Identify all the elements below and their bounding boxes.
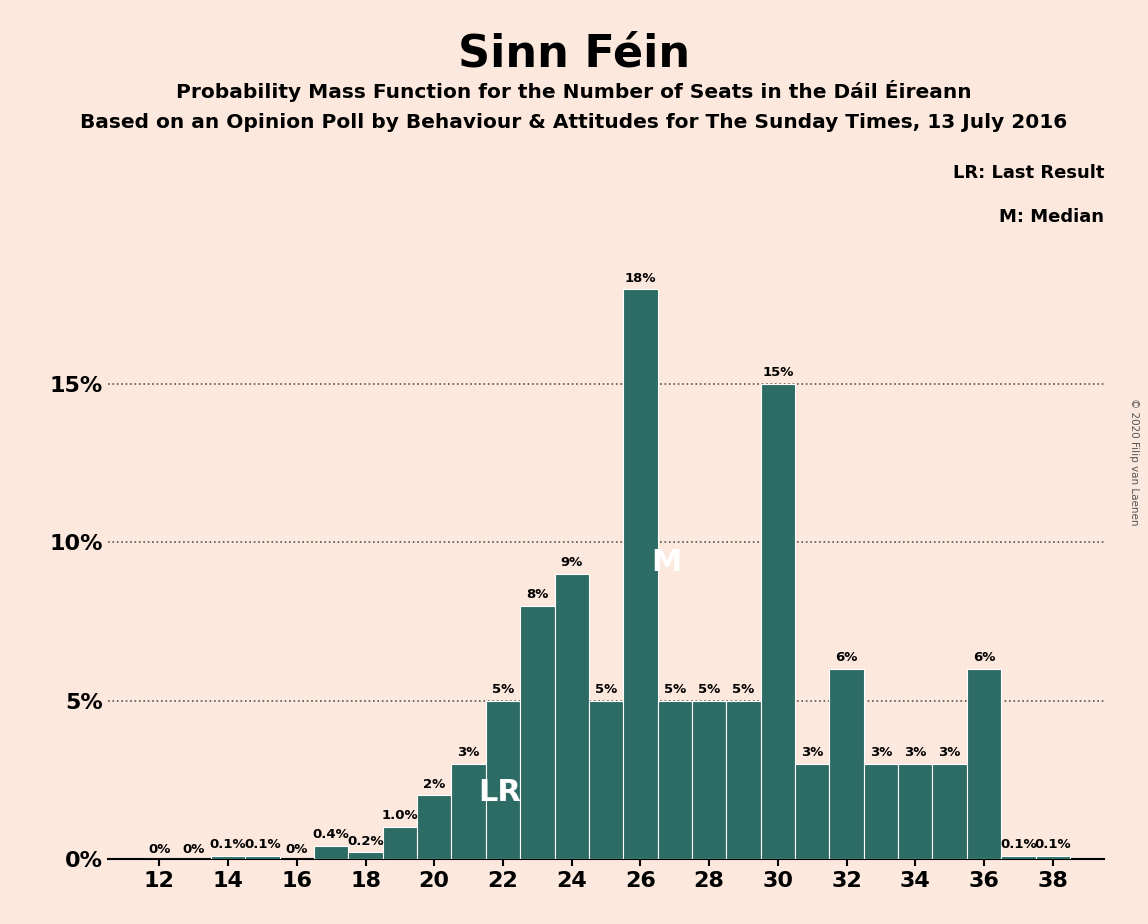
Text: 5%: 5% xyxy=(491,683,514,696)
Text: LR: LR xyxy=(478,778,521,807)
Text: 0%: 0% xyxy=(286,843,308,856)
Text: 5%: 5% xyxy=(664,683,685,696)
Text: Probability Mass Function for the Number of Seats in the Dáil Éireann: Probability Mass Function for the Number… xyxy=(176,80,972,103)
Text: 5%: 5% xyxy=(698,683,720,696)
Bar xyxy=(348,852,382,858)
Bar xyxy=(417,796,451,858)
Text: 2%: 2% xyxy=(424,778,445,791)
Bar xyxy=(796,764,829,858)
Text: 3%: 3% xyxy=(870,746,892,759)
Text: 0.4%: 0.4% xyxy=(312,828,349,842)
Text: 0%: 0% xyxy=(148,843,171,856)
Bar xyxy=(761,384,796,858)
Text: 3%: 3% xyxy=(905,746,926,759)
Bar xyxy=(863,764,898,858)
Bar xyxy=(692,700,727,858)
Bar xyxy=(520,605,554,858)
Bar xyxy=(1035,856,1070,858)
Bar xyxy=(486,700,520,858)
Text: M: M xyxy=(651,548,682,578)
Bar xyxy=(313,846,348,858)
Bar xyxy=(623,289,658,858)
Bar xyxy=(898,764,932,858)
Bar xyxy=(451,764,486,858)
Text: 3%: 3% xyxy=(938,746,961,759)
Bar xyxy=(1001,856,1035,858)
Bar xyxy=(554,574,589,858)
Text: 3%: 3% xyxy=(801,746,823,759)
Bar xyxy=(727,700,761,858)
Text: LR: Last Result: LR: Last Result xyxy=(953,164,1104,182)
Text: 1.0%: 1.0% xyxy=(381,809,418,822)
Bar xyxy=(246,856,280,858)
Text: 0.1%: 0.1% xyxy=(1000,838,1037,851)
Bar xyxy=(967,669,1001,858)
Text: 0.1%: 0.1% xyxy=(1034,838,1071,851)
Bar xyxy=(589,700,623,858)
Text: © 2020 Filip van Laenen: © 2020 Filip van Laenen xyxy=(1130,398,1139,526)
Text: 9%: 9% xyxy=(560,556,583,569)
Text: 8%: 8% xyxy=(526,588,549,601)
Text: M: Median: M: Median xyxy=(999,208,1104,226)
Text: 6%: 6% xyxy=(972,651,995,664)
Text: 6%: 6% xyxy=(836,651,858,664)
Text: 0.1%: 0.1% xyxy=(245,838,281,851)
Text: 0%: 0% xyxy=(183,843,204,856)
Bar xyxy=(932,764,967,858)
Text: Based on an Opinion Poll by Behaviour & Attitudes for The Sunday Times, 13 July : Based on an Opinion Poll by Behaviour & … xyxy=(80,113,1068,132)
Text: Sinn Féin: Sinn Féin xyxy=(458,32,690,76)
Text: 5%: 5% xyxy=(732,683,754,696)
Bar xyxy=(658,700,692,858)
Text: 18%: 18% xyxy=(625,272,657,285)
Text: 3%: 3% xyxy=(457,746,480,759)
Bar xyxy=(829,669,863,858)
Text: 5%: 5% xyxy=(595,683,618,696)
Bar xyxy=(382,827,417,858)
Text: 15%: 15% xyxy=(762,367,793,380)
Text: 0.1%: 0.1% xyxy=(210,838,247,851)
Text: 0.2%: 0.2% xyxy=(347,834,383,847)
Bar xyxy=(211,856,246,858)
